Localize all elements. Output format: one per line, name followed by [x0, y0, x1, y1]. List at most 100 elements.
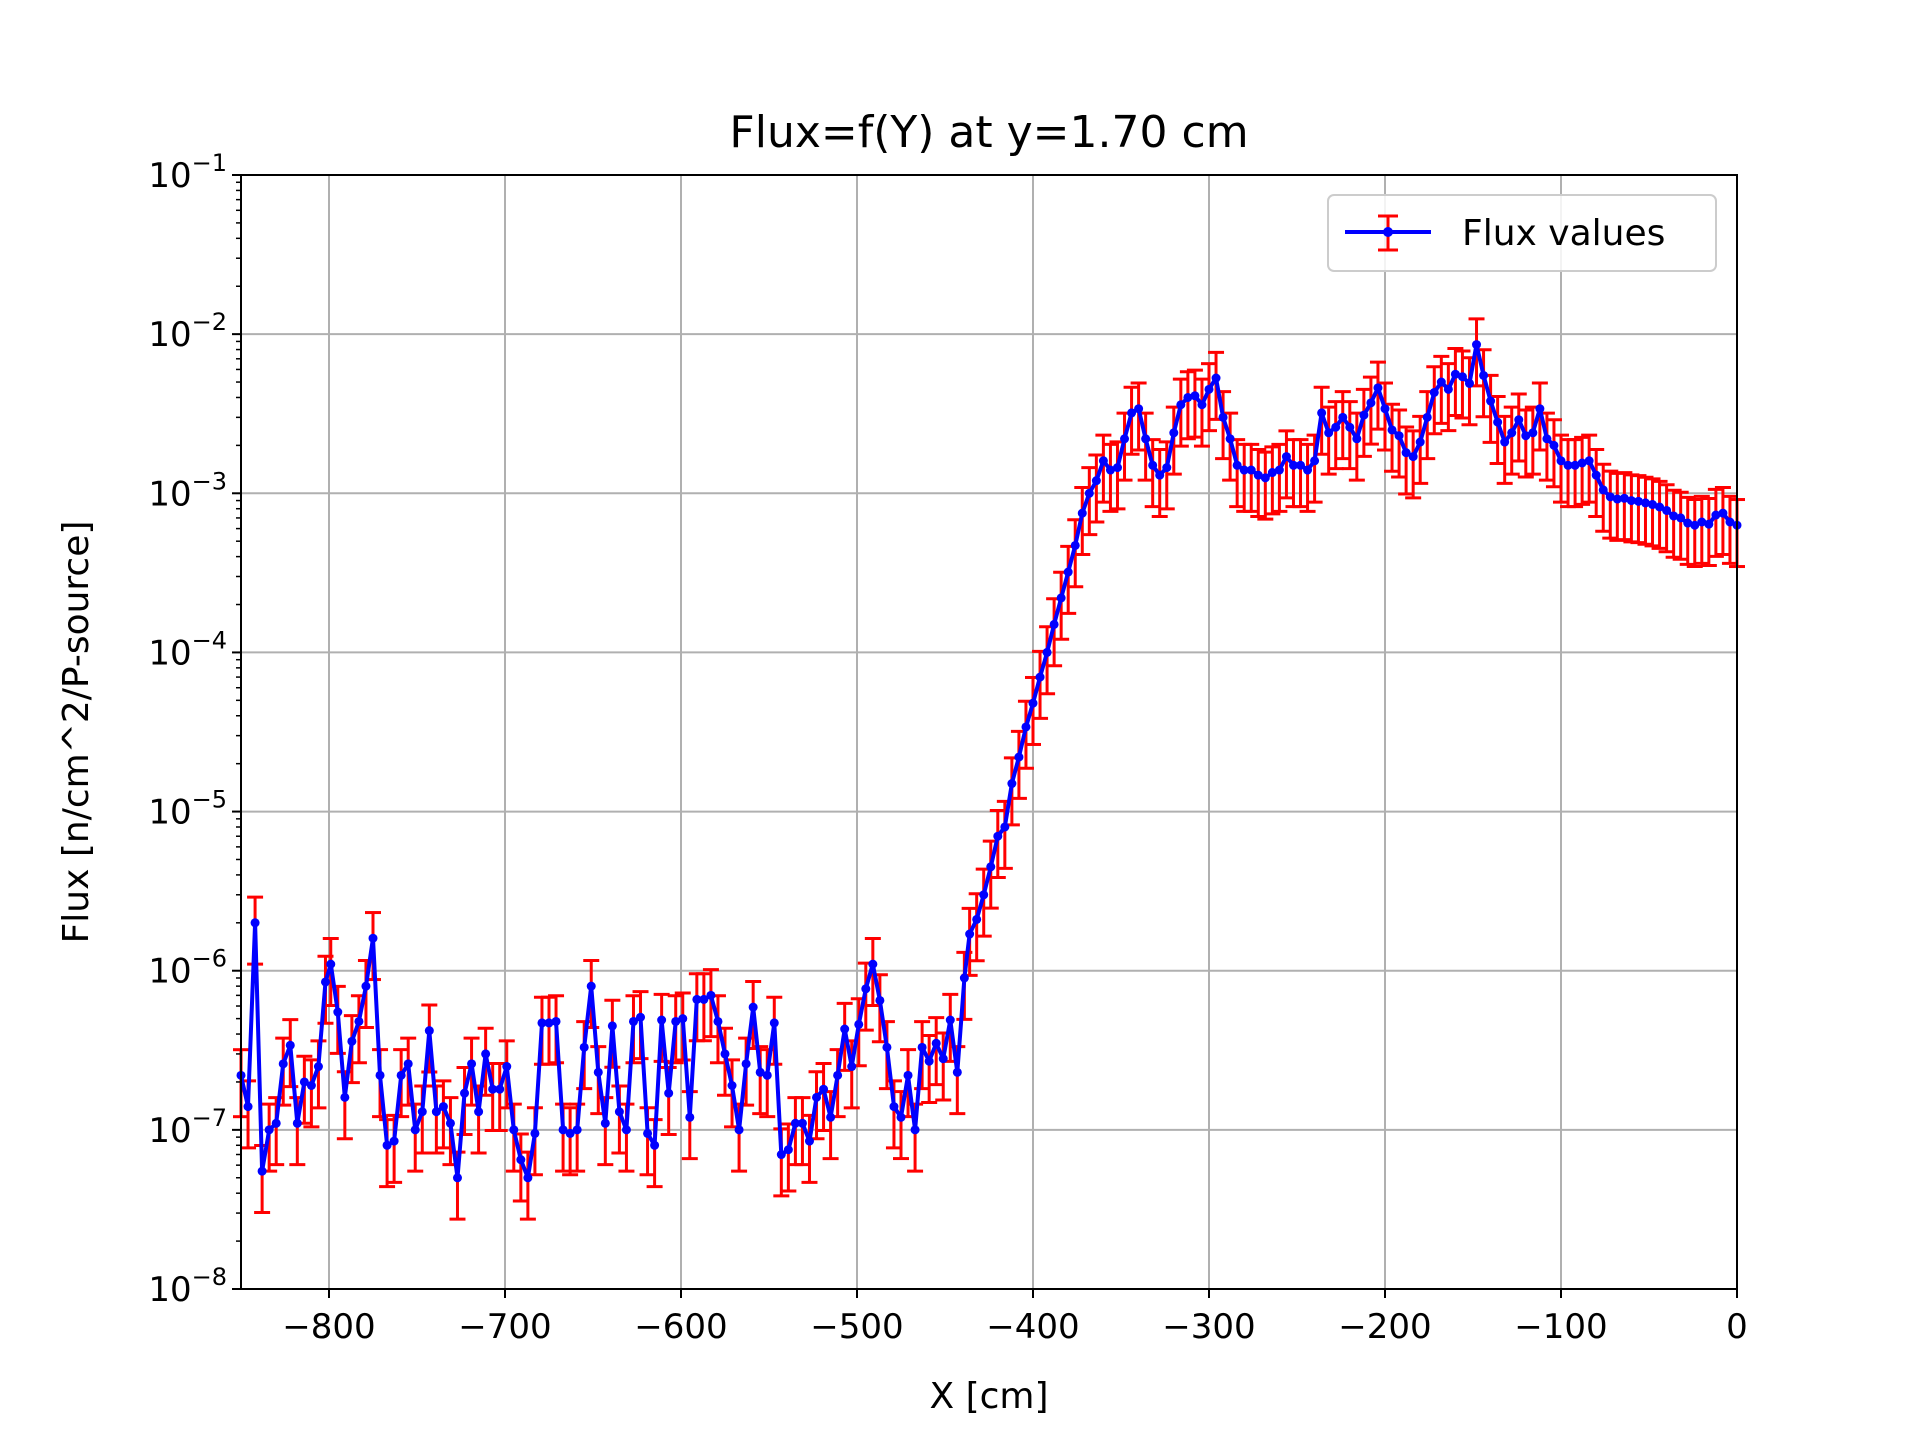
- data-point: [875, 995, 885, 1005]
- data-point: [1105, 465, 1115, 475]
- data-point: [1683, 518, 1693, 528]
- data-point: [1633, 496, 1643, 506]
- data-point: [431, 1107, 441, 1117]
- data-point: [986, 862, 996, 872]
- data-point: [812, 1092, 822, 1102]
- data-point: [495, 1084, 505, 1094]
- data-point: [243, 1102, 253, 1112]
- data-point: [1648, 500, 1658, 510]
- data-point: [1063, 567, 1073, 577]
- data-point: [502, 1062, 512, 1072]
- data-point: [685, 1112, 695, 1122]
- data-point: [636, 1012, 646, 1022]
- data-point: [537, 1018, 547, 1028]
- data-point: [417, 1107, 427, 1117]
- data-point: [1718, 508, 1728, 518]
- data-point: [1000, 822, 1010, 832]
- data-point: [1021, 722, 1031, 732]
- data-point: [1387, 425, 1397, 435]
- y-tick-label: 10−4: [148, 626, 227, 673]
- data-point: [952, 1067, 962, 1077]
- data-point: [931, 1038, 941, 1048]
- data-point: [1345, 422, 1355, 432]
- error-bars: [233, 317, 1745, 1221]
- data-point: [361, 981, 371, 991]
- data-point: [650, 1140, 660, 1150]
- data-point: [755, 1067, 765, 1077]
- x-tick-label: −400: [986, 1307, 1079, 1347]
- data-point: [285, 1040, 295, 1050]
- data-point: [572, 1125, 582, 1135]
- data-point: [1028, 698, 1038, 708]
- data-point: [1612, 494, 1622, 504]
- data-point: [1324, 428, 1334, 438]
- data-point: [1359, 410, 1369, 420]
- y-tick-label: 10−1: [148, 149, 227, 196]
- data-point: [1211, 373, 1221, 383]
- data-point: [1246, 465, 1256, 475]
- data-point: [424, 1026, 434, 1036]
- data-point: [1288, 460, 1298, 470]
- data-point: [889, 1102, 899, 1112]
- data-point: [347, 1036, 357, 1046]
- data-point: [1303, 465, 1313, 475]
- data-point: [389, 1136, 399, 1146]
- data-point: [1091, 476, 1101, 486]
- data-point: [368, 933, 378, 943]
- data-point: [257, 1166, 267, 1176]
- data-point: [1274, 465, 1284, 475]
- data-point: [1676, 513, 1686, 523]
- data-series: [236, 340, 1742, 1183]
- data-point: [1514, 415, 1524, 425]
- data-point: [797, 1118, 807, 1128]
- data-point: [706, 990, 716, 1000]
- data-point: [1690, 520, 1700, 530]
- data-point: [1007, 779, 1017, 789]
- data-point: [664, 1088, 674, 1098]
- data-point: [1626, 496, 1636, 506]
- data-point: [1472, 340, 1482, 350]
- data-point: [657, 1015, 667, 1025]
- data-point: [924, 1056, 934, 1066]
- data-point: [1084, 488, 1094, 498]
- data-point: [1120, 434, 1130, 444]
- data-point: [460, 1088, 470, 1098]
- data-point: [833, 1070, 843, 1080]
- data-point: [278, 1059, 288, 1069]
- data-point: [354, 1016, 364, 1026]
- data-point: [523, 1173, 533, 1183]
- data-point: [1225, 434, 1235, 444]
- data-point: [1669, 511, 1679, 521]
- data-point: [861, 984, 871, 994]
- data-point: [692, 994, 702, 1004]
- data-point: [671, 1016, 681, 1026]
- data-point: [1373, 383, 1383, 393]
- data-point: [1563, 460, 1573, 470]
- data-point: [271, 1118, 281, 1128]
- x-tick-label: −500: [810, 1307, 903, 1347]
- data-point: [544, 1018, 554, 1028]
- data-point: [488, 1084, 498, 1094]
- data-point: [1239, 465, 1249, 475]
- y-tick-label: 10−5: [148, 786, 227, 833]
- data-point: [1338, 412, 1348, 422]
- data-point: [1267, 468, 1277, 478]
- y-tick-label: 10−8: [148, 1263, 227, 1310]
- data-point: [1408, 452, 1418, 462]
- plot-frame: [240, 174, 1738, 1290]
- x-tick-label: −300: [1162, 1307, 1255, 1347]
- data-point: [586, 981, 596, 991]
- data-point: [896, 1112, 906, 1122]
- data-point: [938, 1054, 948, 1064]
- data-point: [467, 1059, 477, 1069]
- data-point: [1711, 510, 1721, 520]
- data-point: [1317, 408, 1327, 418]
- x-tick-label: −100: [1514, 1307, 1607, 1347]
- data-point: [1190, 391, 1200, 401]
- x-tick-label: −200: [1338, 1307, 1431, 1347]
- data-point: [854, 1019, 864, 1029]
- data-point: [769, 1018, 779, 1028]
- data-point: [474, 1107, 484, 1117]
- data-point: [579, 1042, 589, 1052]
- data-point: [1014, 752, 1024, 762]
